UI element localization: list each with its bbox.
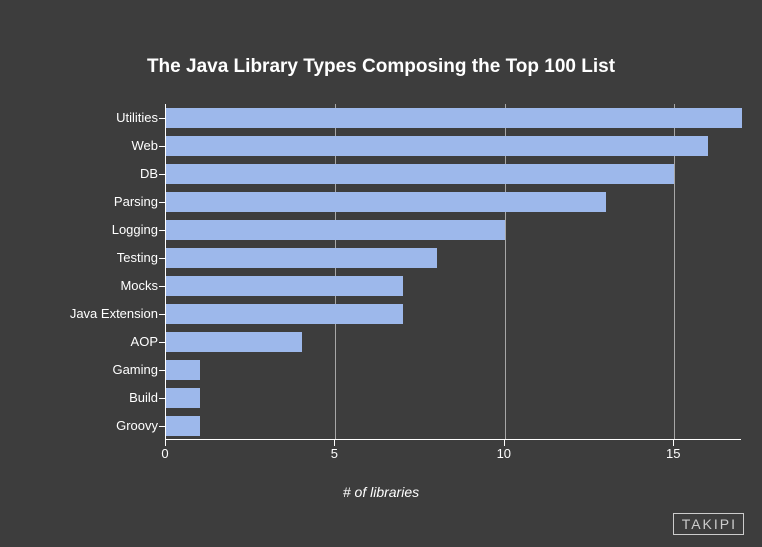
x-tick-label: 0 — [161, 446, 168, 461]
chart-container: The Java Library Types Composing the Top… — [0, 0, 762, 547]
y-tick-mark — [159, 146, 165, 147]
x-tick-label: 5 — [331, 446, 338, 461]
y-tick-mark — [159, 398, 165, 399]
y-tick-mark — [159, 286, 165, 287]
y-tick-mark — [159, 258, 165, 259]
y-tick-mark — [159, 174, 165, 175]
bar — [166, 136, 708, 156]
y-tick-mark — [159, 202, 165, 203]
y-category-label: Gaming — [8, 360, 158, 380]
bar — [166, 248, 437, 268]
y-category-label: Build — [8, 388, 158, 408]
y-category-label: Utilities — [8, 108, 158, 128]
takipi-logo: TAKIPI — [673, 513, 744, 535]
bar — [166, 388, 200, 408]
y-category-label: Testing — [8, 248, 158, 268]
y-tick-mark — [159, 426, 165, 427]
y-category-label: Parsing — [8, 192, 158, 212]
bar — [166, 276, 403, 296]
x-tick-label: 15 — [666, 446, 680, 461]
bar — [166, 360, 200, 380]
y-tick-mark — [159, 230, 165, 231]
y-tick-mark — [159, 342, 165, 343]
bar — [166, 304, 403, 324]
x-tick-label: 10 — [497, 446, 511, 461]
bar — [166, 192, 606, 212]
x-axis-label: # of libraries — [0, 484, 762, 500]
bar — [166, 108, 742, 128]
y-category-label: Logging — [8, 220, 158, 240]
bar — [166, 416, 200, 436]
y-category-label: AOP — [8, 332, 158, 352]
y-category-label: Groovy — [8, 416, 158, 436]
y-category-label: DB — [8, 164, 158, 184]
y-category-label: Mocks — [8, 276, 158, 296]
y-tick-mark — [159, 314, 165, 315]
bar — [166, 220, 505, 240]
chart-title: The Java Library Types Composing the Top… — [0, 56, 762, 78]
bar — [166, 332, 302, 352]
y-category-label: Java Extension — [8, 304, 158, 324]
y-category-label: Web — [8, 136, 158, 156]
bar — [166, 164, 674, 184]
y-tick-mark — [159, 370, 165, 371]
plot-area — [165, 104, 741, 440]
y-tick-mark — [159, 118, 165, 119]
